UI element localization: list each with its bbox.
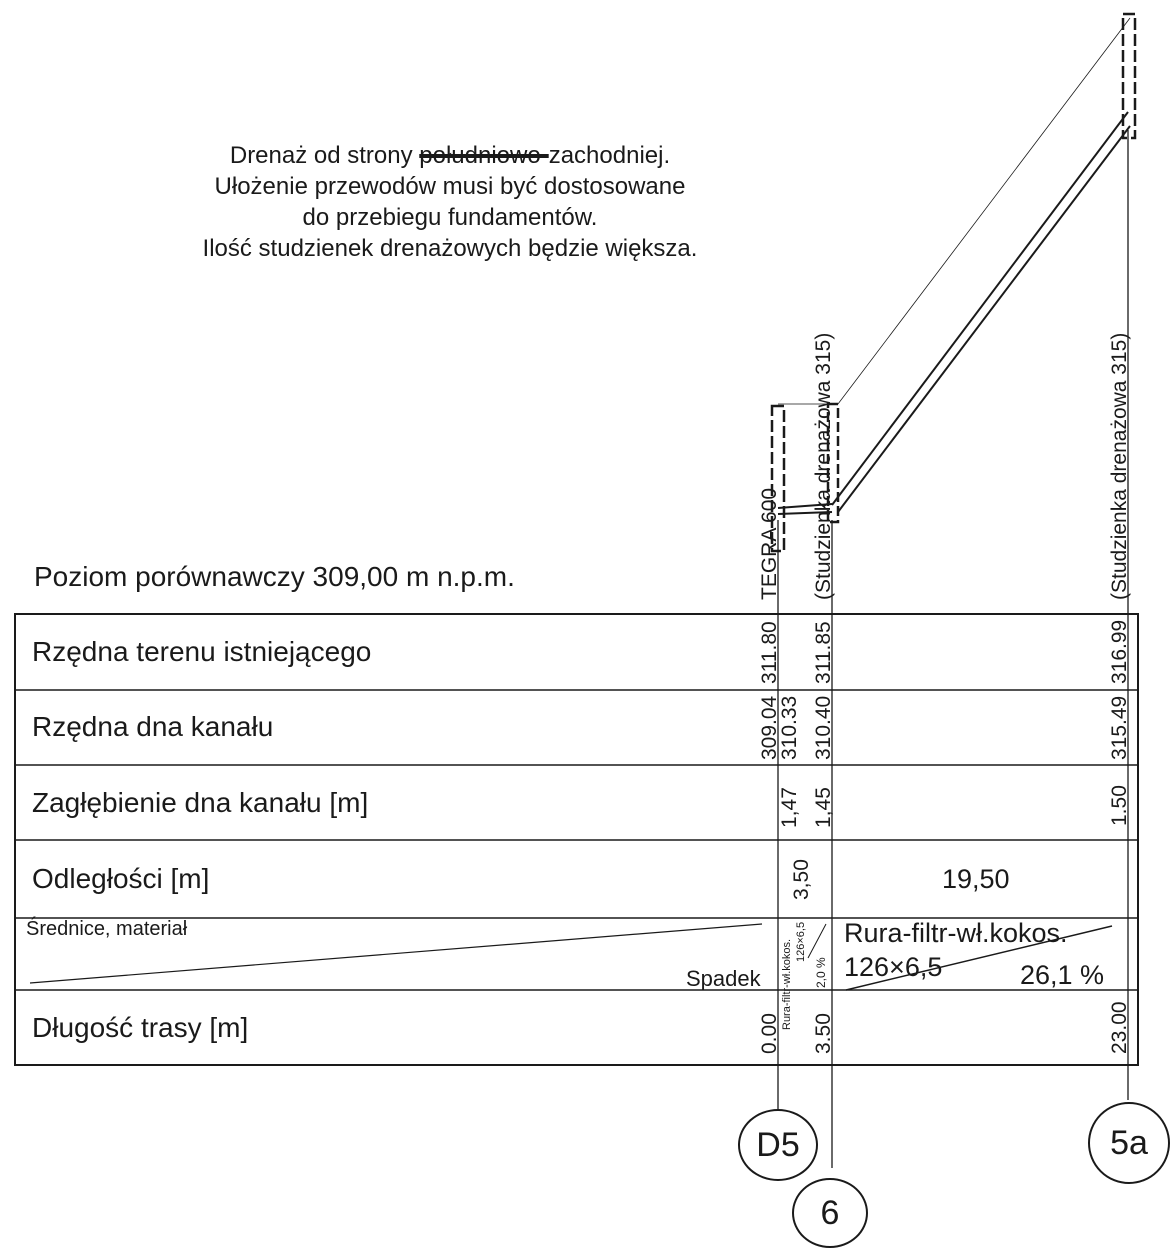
pipe-short-size: 126×6,5 [795,921,807,962]
distance-short: 3,50 [790,859,813,900]
bottom-value-5a: 315.49 [1108,695,1131,760]
structure-label-well-5a: (Studzienka drenażowa 315) [1108,332,1131,600]
structure-label-well-6: (Studzienka drenażowa 315) [812,332,835,600]
bottom-value-6: 310.40 [812,695,835,760]
length-value-5a: 23.00 [1108,1001,1131,1054]
manhole-5a [1121,12,1137,140]
slope-short: 2,0 % [814,957,828,988]
note-struck-word: południowo- [419,142,549,169]
node-d5: D5 [738,1109,818,1181]
depth-value-6: 1,45 [812,787,835,828]
row-label-depth: Zagłębienie dna kanału [m] [32,787,369,818]
manhole-6 [826,402,840,524]
pipe-long-size: 126×6,5 [844,952,943,982]
note-line-1: Drenaż od strony południowo-zachodniej. [229,142,671,169]
terrain-value-d5: 311.80 [758,621,781,684]
row-label-diameters: Średnice, materiał [26,918,188,940]
pipe-long-b [837,125,1131,513]
row-label-length: Długość trasy [m] [32,1012,249,1043]
depth-value-5a: 1.50 [1108,785,1131,826]
slope-long: 26,1 % [1020,960,1105,990]
note-line-4: Ilość studzienek drenażowych będzie więk… [202,235,698,262]
note-line-3: do przebiegu fundamentów. [302,204,598,231]
manhole-d5 [770,404,786,553]
node-6: 6 [792,1178,868,1248]
length-value-6: 3.50 [812,1013,835,1054]
node-5a: 5a [1088,1102,1170,1184]
row-label-terrain: Rzędna terenu istniejącego [32,636,372,667]
pipe-long-material: Rura-filtr-wł.kokos. [844,918,1068,948]
row-label-slope: Spadek [686,966,761,991]
pipe-long-a [831,111,1129,506]
depth-value-d5: 1,47 [778,787,801,828]
diameter-row-diagonal [29,923,763,984]
reference-level: Poziom porównawczy 309,00 m n.p.m. [34,561,515,592]
terrain-value-6: 311.85 [812,621,835,684]
distance-long: 19,50 [942,864,1010,894]
terrain-value-5a: 316.99 [1108,619,1131,684]
length-value-d5: 0.00 [758,1013,781,1054]
note-line-2: Ułożenie przewodów musi być dostosowane [214,173,686,200]
drainage-note: Drenaż od strony południowo-zachodniej. … [120,140,780,264]
pipe-short-material: Rura-filtr-wł.kokos. [781,938,793,1030]
pipe-short-a [777,503,833,509]
structure-label-tegra: TEGRA 600 [758,487,781,600]
bottom-value-d5-b: 310.33 [778,695,801,760]
row-label-distances: Odległości [m] [32,863,210,894]
pipe-strike-line [845,925,1113,991]
pipe-short-b [777,511,833,515]
row-label-bottom: Rzędna dna kanału [32,711,274,742]
